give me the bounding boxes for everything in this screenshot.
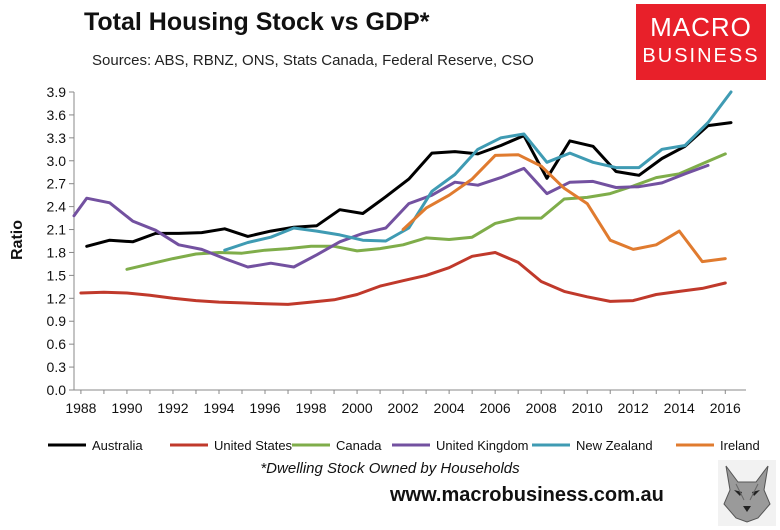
- legend-item: Ireland: [676, 438, 760, 453]
- legend-label: Ireland: [720, 438, 760, 453]
- legend-label: New Zealand: [576, 438, 653, 453]
- y-tick-label: 0.3: [47, 359, 67, 375]
- x-tick-label: 2010: [572, 400, 603, 416]
- x-tick-label: 2012: [618, 400, 649, 416]
- legend-item: United States: [170, 438, 293, 453]
- x-tick-label: 2014: [664, 400, 695, 416]
- footnote: *Dwelling Stock Owned by Households: [260, 460, 520, 477]
- chart-title: Total Housing Stock vs GDP*: [84, 8, 430, 36]
- y-axis-label: Ratio: [9, 220, 26, 260]
- x-tick-label: 2004: [434, 400, 465, 416]
- series-line-new-zealand: [223, 90, 733, 252]
- y-tick-label: 1.8: [47, 244, 67, 260]
- y-tick-label: 0.6: [47, 336, 67, 352]
- x-tick-label: 1988: [65, 400, 96, 416]
- logo-line-2: BUSINESS: [642, 45, 760, 67]
- y-tick-label: 0.0: [47, 382, 67, 398]
- wolf-emblem-icon: [718, 460, 776, 526]
- series-line-united-kingdom: [72, 163, 710, 269]
- series-line-ireland: [401, 153, 727, 264]
- legend-item: Canada: [292, 438, 382, 453]
- y-tick-label: 1.2: [47, 290, 67, 306]
- y-tick-label: 1.5: [47, 267, 67, 283]
- legend-label: United States: [214, 438, 293, 453]
- y-tick-label: 0.9: [47, 313, 67, 329]
- y-tick-label: 2.1: [47, 222, 67, 238]
- series-lines: [72, 90, 733, 306]
- x-tick-label: 1996: [249, 400, 280, 416]
- y-tick-label: 3.9: [47, 84, 67, 100]
- line-chart: 0.0 0.3 0.6 0.9 1.2 1.5 1.8 2.1 2.4 2.7 3.0 3.3 3.6 3…: [9, 84, 760, 453]
- y-axis: 0.0 0.3 0.6 0.9 1.2 1.5 1.8 2.1 2.4 2.7 3.0 3.3 3.6 3…: [47, 84, 75, 398]
- legend-item: United Kingdom: [392, 438, 529, 453]
- y-tick-label: 3.3: [47, 130, 67, 146]
- chart-subtitle: Sources: ABS, RBNZ, ONS, Stats Canada, F…: [92, 52, 534, 69]
- series-line-united-states: [79, 251, 727, 306]
- x-tick-label: 2000: [341, 400, 372, 416]
- x-axis: 1988 1990 1992 1994 1996 1998 2000 2002 2004 2006…: [65, 389, 746, 416]
- x-tick-label: 2016: [710, 400, 741, 416]
- legend-label: United Kingdom: [436, 438, 529, 453]
- x-tick-label: 1998: [295, 400, 326, 416]
- legend-item: New Zealand: [532, 438, 653, 453]
- y-tick-label: 2.4: [47, 199, 67, 215]
- x-tick-label: 1990: [111, 400, 142, 416]
- x-tick-label: 2002: [388, 400, 419, 416]
- macrobusiness-logo: MACRO BUSINESS: [636, 4, 766, 80]
- legend-label: Australia: [92, 438, 143, 453]
- legend-label: Canada: [336, 438, 382, 453]
- legend-item: Australia: [48, 438, 143, 453]
- website-url[interactable]: www.macrobusiness.com.au: [390, 484, 664, 506]
- series-line-australia: [85, 121, 733, 248]
- legend: Australia United States Canada United Kingd…: [48, 438, 760, 453]
- x-tick-label: 2008: [526, 400, 557, 416]
- x-tick-label: 2006: [480, 400, 511, 416]
- y-tick-label: 3.6: [47, 107, 67, 123]
- series-line-canada: [125, 152, 727, 271]
- logo-line-1: MACRO: [650, 12, 752, 42]
- x-tick-label: 1994: [203, 400, 234, 416]
- x-tick-label: 1992: [157, 400, 188, 416]
- y-tick-label: 3.0: [47, 153, 67, 169]
- y-tick-label: 2.7: [47, 176, 67, 192]
